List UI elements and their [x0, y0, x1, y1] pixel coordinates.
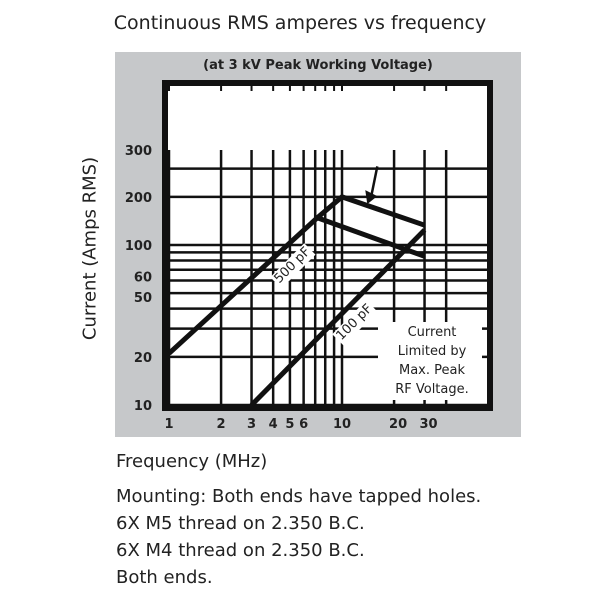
plot-border — [162, 80, 493, 411]
mounting-note: Mounting: Both ends have tapped holes. — [116, 486, 482, 507]
y-tick-label: 100 — [125, 239, 152, 254]
limit-note-line: Limited by — [398, 344, 467, 359]
y-tick-label: 60 — [134, 270, 152, 285]
x-tick-label: 10 — [333, 417, 351, 432]
x-tick-label: 5 — [285, 417, 294, 432]
chart-subtitle: (at 3 kV Peak Working Voltage) — [203, 58, 433, 73]
x-tick-label: 6 — [299, 417, 308, 432]
series-label-100pf-background — [332, 300, 378, 346]
y-tick-label: 50 — [134, 291, 152, 306]
y-axis-label: Current (Amps RMS) — [79, 156, 101, 341]
arrow-shaft — [370, 166, 379, 197]
annotation-background — [378, 322, 482, 400]
x-tick-label: 1 — [164, 417, 173, 432]
x-tick-label: 3 — [247, 417, 256, 432]
series-line-1 — [167, 194, 426, 356]
series-label-500pf-background — [270, 243, 316, 289]
thread-note-m4: 6X M4 thread on 2.350 B.C. — [116, 540, 365, 561]
y-tick-label: 200 — [125, 191, 152, 206]
x-tick-label: 20 — [389, 417, 407, 432]
limit-note-line: RF Voltage. — [395, 382, 469, 397]
arrow-head — [365, 190, 378, 205]
y-tick-label: 20 — [134, 351, 152, 366]
thread-note-m5: 6X M5 thread on 2.350 B.C. — [116, 513, 365, 534]
chart-title: Continuous RMS amperes vs frequency — [113, 12, 487, 34]
limit-note-line: Current — [408, 325, 457, 340]
x-tick-label: 30 — [419, 417, 437, 432]
limit-note-line: Max. Peak — [399, 363, 465, 378]
y-tick-label: 300 — [125, 144, 152, 159]
x-axis-label: Frequency (MHz) — [116, 451, 268, 472]
x-tick-label: 2 — [217, 417, 226, 432]
y-tick-label: 10 — [134, 399, 152, 414]
series-line-3 — [249, 228, 427, 407]
both-ends-note: Both ends. — [116, 567, 213, 588]
x-tick-label: 4 — [269, 417, 278, 432]
